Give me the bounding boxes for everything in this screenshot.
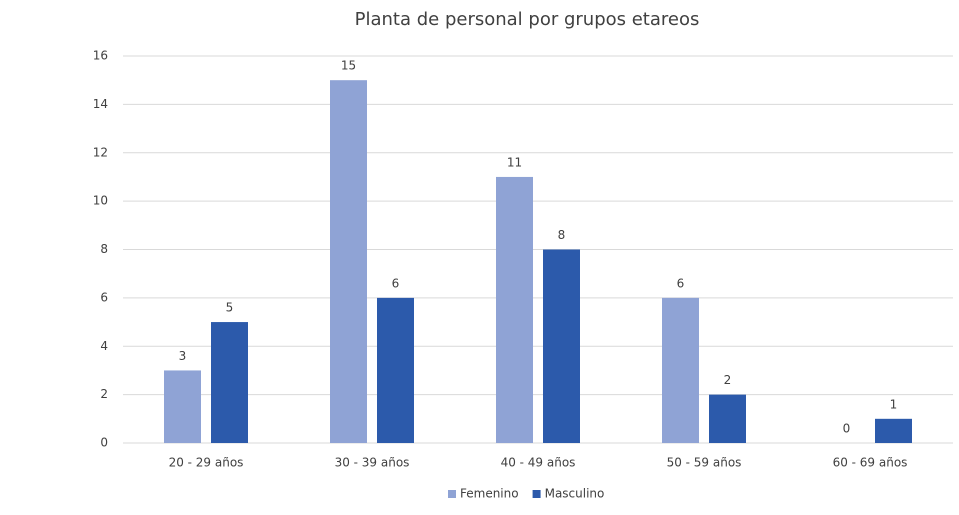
data-label: 3 bbox=[179, 349, 187, 363]
x-tick-label: 50 - 59 años bbox=[667, 456, 742, 470]
bar bbox=[709, 394, 746, 443]
y-tick-label: 10 bbox=[93, 194, 108, 208]
legend-label: Femenino bbox=[460, 487, 519, 501]
data-label: 5 bbox=[226, 301, 234, 315]
bar bbox=[164, 370, 201, 443]
bar bbox=[662, 297, 699, 443]
x-tick-label: 40 - 49 años bbox=[501, 456, 576, 470]
y-tick-label: 8 bbox=[100, 242, 108, 256]
x-tick-label: 30 - 39 años bbox=[335, 456, 410, 470]
y-tick-label: 0 bbox=[100, 436, 108, 450]
bar bbox=[211, 322, 248, 443]
bar bbox=[543, 249, 580, 443]
data-label: 1 bbox=[890, 397, 898, 411]
data-label: 15 bbox=[341, 59, 356, 73]
legend-label: Masculino bbox=[545, 487, 605, 501]
y-tick-label: 16 bbox=[93, 49, 108, 63]
chart-title: Planta de personal por grupos etareos bbox=[355, 9, 700, 30]
data-label: 0 bbox=[843, 422, 851, 436]
bar bbox=[496, 176, 533, 443]
y-tick-label: 2 bbox=[100, 387, 108, 401]
x-tick-label: 20 - 29 años bbox=[169, 456, 244, 470]
bar bbox=[875, 418, 912, 443]
y-tick-label: 14 bbox=[93, 97, 108, 111]
legend-swatch bbox=[448, 490, 456, 498]
y-tick-label: 6 bbox=[100, 290, 108, 304]
data-label: 2 bbox=[724, 373, 732, 387]
y-tick-label: 4 bbox=[100, 339, 108, 353]
data-label: 6 bbox=[392, 276, 400, 290]
data-label: 11 bbox=[507, 155, 522, 169]
x-tick-label: 60 - 69 años bbox=[833, 456, 908, 470]
data-label: 6 bbox=[677, 276, 685, 290]
bar bbox=[330, 80, 367, 443]
bar bbox=[377, 297, 414, 443]
data-label: 8 bbox=[558, 228, 566, 242]
legend-swatch bbox=[532, 490, 541, 498]
y-tick-label: 12 bbox=[93, 145, 108, 159]
